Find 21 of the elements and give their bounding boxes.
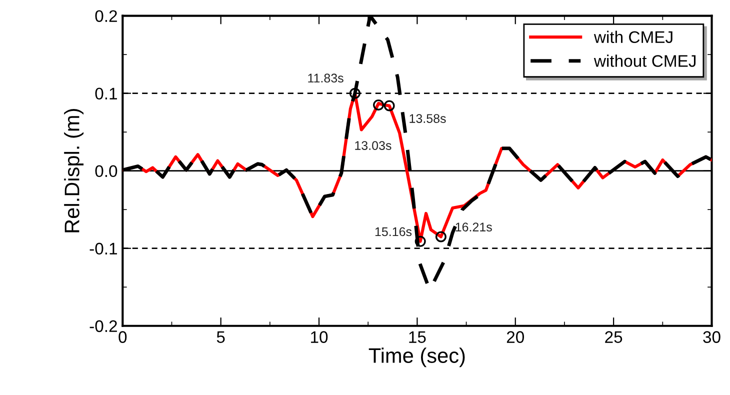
y-tick-label: 0.2 [95,10,117,22]
x-tick-label: 20 [506,331,524,343]
y-tick-label: 0.1 [95,88,117,100]
annotation: 15.16s [375,227,412,236]
x-tick-label: 15 [409,331,426,343]
x-tick-label: 30 [703,331,720,343]
x-tick-label: 10 [311,331,328,343]
y-tick-label: -0.1 [90,242,117,255]
x-axis-title: Time (sec) [368,348,465,368]
x-tick-label: 25 [605,331,622,343]
x-tick-label: 5 [216,331,225,343]
annotation: 16.21s [456,222,492,232]
y-tick-label: -0.2 [90,320,117,332]
annotation: 13.58s [410,114,446,123]
legend-label: without CMEJ [594,54,696,67]
x-tick-label: 0 [118,331,127,343]
annotation: 13.03s [355,141,392,150]
y-tick-label: 0.0 [95,165,118,178]
annotation: 11.83s [308,74,344,83]
legend-label: with CMEJ [594,30,672,44]
y-axis-title: Rel.Displ. (m) [64,109,84,232]
